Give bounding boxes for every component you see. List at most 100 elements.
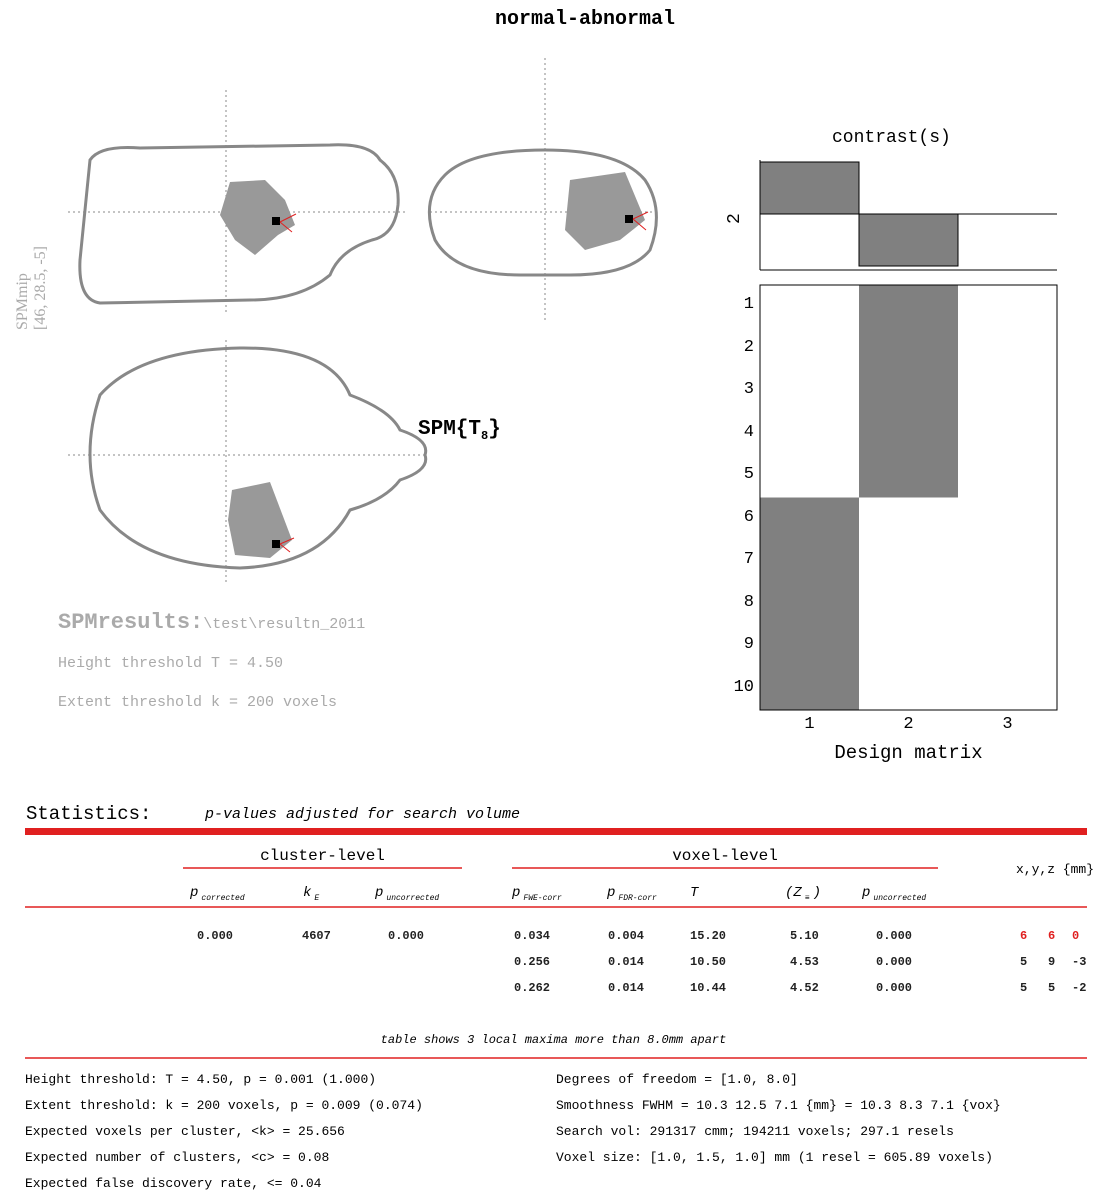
stat-label: SPM{T8} <box>418 418 501 443</box>
footer-left: Height threshold: T = 4.50, p = 0.001 (1… <box>25 1072 376 1087</box>
row-tick-label: 2 <box>700 338 754 357</box>
design-cell <box>760 625 859 668</box>
stat-tail: } <box>488 418 501 441</box>
table-cell: 10.50 <box>690 955 726 969</box>
table-cell: 5 <box>1020 981 1027 995</box>
table-cell: 5 <box>1048 981 1055 995</box>
table-cell: 0.000 <box>388 929 424 943</box>
row-tick-label: 8 <box>700 593 754 612</box>
table-cell: 6 <box>1020 929 1027 943</box>
table-cell: 0 <box>1072 929 1079 943</box>
table-cell: 5 <box>1020 955 1027 969</box>
header-main: p <box>375 885 383 901</box>
row-tick-label: 6 <box>700 508 754 527</box>
height-threshold: Height threshold T = 4.50 <box>58 655 283 672</box>
contrast-bar <box>760 162 859 214</box>
mip-label: SPMmip[46, 28.5, -5] <box>14 246 50 330</box>
header-sub: uncorrected <box>873 894 926 903</box>
group-header: x,y,z {mm} <box>1000 862 1107 877</box>
header-sub: FWE-corr <box>523 894 561 903</box>
table-cell: 5.10 <box>790 929 819 943</box>
footnote: table shows 3 local maxima more than 8.0… <box>0 1033 1107 1047</box>
footer-left: Expected false discovery rate, <= 0.04 <box>25 1176 321 1191</box>
col-tick-label: 3 <box>988 715 1028 734</box>
results-label: SPMresults: <box>58 610 203 635</box>
footer-right: Degrees of freedom = [1.0, 8.0] <box>556 1072 1107 1087</box>
mip-label: SPMmip <box>14 273 31 330</box>
group-header: voxel-level <box>512 847 938 865</box>
design-cell <box>760 498 859 541</box>
stat-main: SPM{T <box>418 418 481 441</box>
table-cell: 0.256 <box>514 955 550 969</box>
table-cell: 0.000 <box>876 929 912 943</box>
table-cell: 10.44 <box>690 981 726 995</box>
header-tail: ) <box>813 885 821 901</box>
row-tick-label: 7 <box>700 550 754 569</box>
footer-left: Extent threshold: k = 200 voxels, p = 0.… <box>25 1098 423 1113</box>
table-cell: 0.014 <box>608 955 644 969</box>
row-tick-label: 5 <box>700 465 754 484</box>
table-cell: 4.52 <box>790 981 819 995</box>
table-cell: 0.034 <box>514 929 550 943</box>
design-cell <box>760 540 859 583</box>
header-sub: uncorrected <box>386 894 439 903</box>
design-xlabel: Design matrix <box>760 742 1057 764</box>
design-cell <box>859 413 958 456</box>
footer-left: Expected number of clusters, <c> = 0.08 <box>25 1150 329 1165</box>
table-cell: 0.014 <box>608 981 644 995</box>
header-main: (Z <box>785 885 802 901</box>
stats-heading: Statistics: <box>26 803 151 825</box>
design-cell <box>760 668 859 711</box>
table-cell: 9 <box>1048 955 1055 969</box>
header-main: p <box>607 885 615 901</box>
table-cell: -2 <box>1072 981 1086 995</box>
column-header: T <box>690 885 704 903</box>
results-line: SPMresults:\test\resultn_2011 <box>58 610 365 635</box>
header-sub: corrected <box>201 894 244 903</box>
contrast-label: 2 <box>725 213 745 224</box>
row-tick-label: 1 <box>700 295 754 314</box>
header-sub: FDR-corr <box>618 894 656 903</box>
title: normal-abnormal <box>0 8 1107 31</box>
stats-subtitle: p-values adjusted for search volume <box>205 806 520 823</box>
design-cell <box>859 370 958 413</box>
contrast-title: contrast(s) <box>832 128 951 148</box>
header-main: p <box>512 885 520 901</box>
col-tick-label: 2 <box>889 715 929 734</box>
mip-coords: [46, 28.5, -5] <box>32 246 50 330</box>
group-header: cluster-level <box>183 847 462 865</box>
design-cell <box>859 285 958 328</box>
extent-threshold: Extent threshold k = 200 voxels <box>58 694 337 711</box>
col-tick-label: 1 <box>790 715 830 734</box>
footer-right: Search vol: 291317 cmm; 194211 voxels; 2… <box>556 1124 1107 1139</box>
header-main: k <box>303 885 311 901</box>
footer-right: Smoothness FWHM = 10.3 12.5 7.1 {mm} = 1… <box>556 1098 1107 1113</box>
footer-left: Expected voxels per cluster, <k> = 25.65… <box>25 1124 345 1139</box>
table-cell: 0.262 <box>514 981 550 995</box>
table-cell: 4607 <box>302 929 331 943</box>
figure <box>0 0 1107 1191</box>
footer-right: Voxel size: [1.0, 1.5, 1.0] mm (1 resel … <box>556 1150 1107 1165</box>
table-cell: 15.20 <box>690 929 726 943</box>
table-cell: 6 <box>1048 929 1055 943</box>
header-sub: ≡ <box>805 894 810 903</box>
design-cell <box>859 455 958 498</box>
row-tick-label: 4 <box>700 423 754 442</box>
contrast-bar <box>859 214 958 266</box>
header-main: p <box>190 885 198 901</box>
design-cell <box>859 328 958 371</box>
design-cell <box>760 583 859 626</box>
heading-bar <box>25 828 1087 835</box>
table-cell: 0.004 <box>608 929 644 943</box>
row-tick-label: 3 <box>700 380 754 399</box>
table-cell: 0.000 <box>876 955 912 969</box>
header-main: T <box>690 885 698 901</box>
row-tick-label: 10 <box>700 678 754 697</box>
table-cell: -3 <box>1072 955 1086 969</box>
results-path: \test\resultn_2011 <box>203 616 365 633</box>
